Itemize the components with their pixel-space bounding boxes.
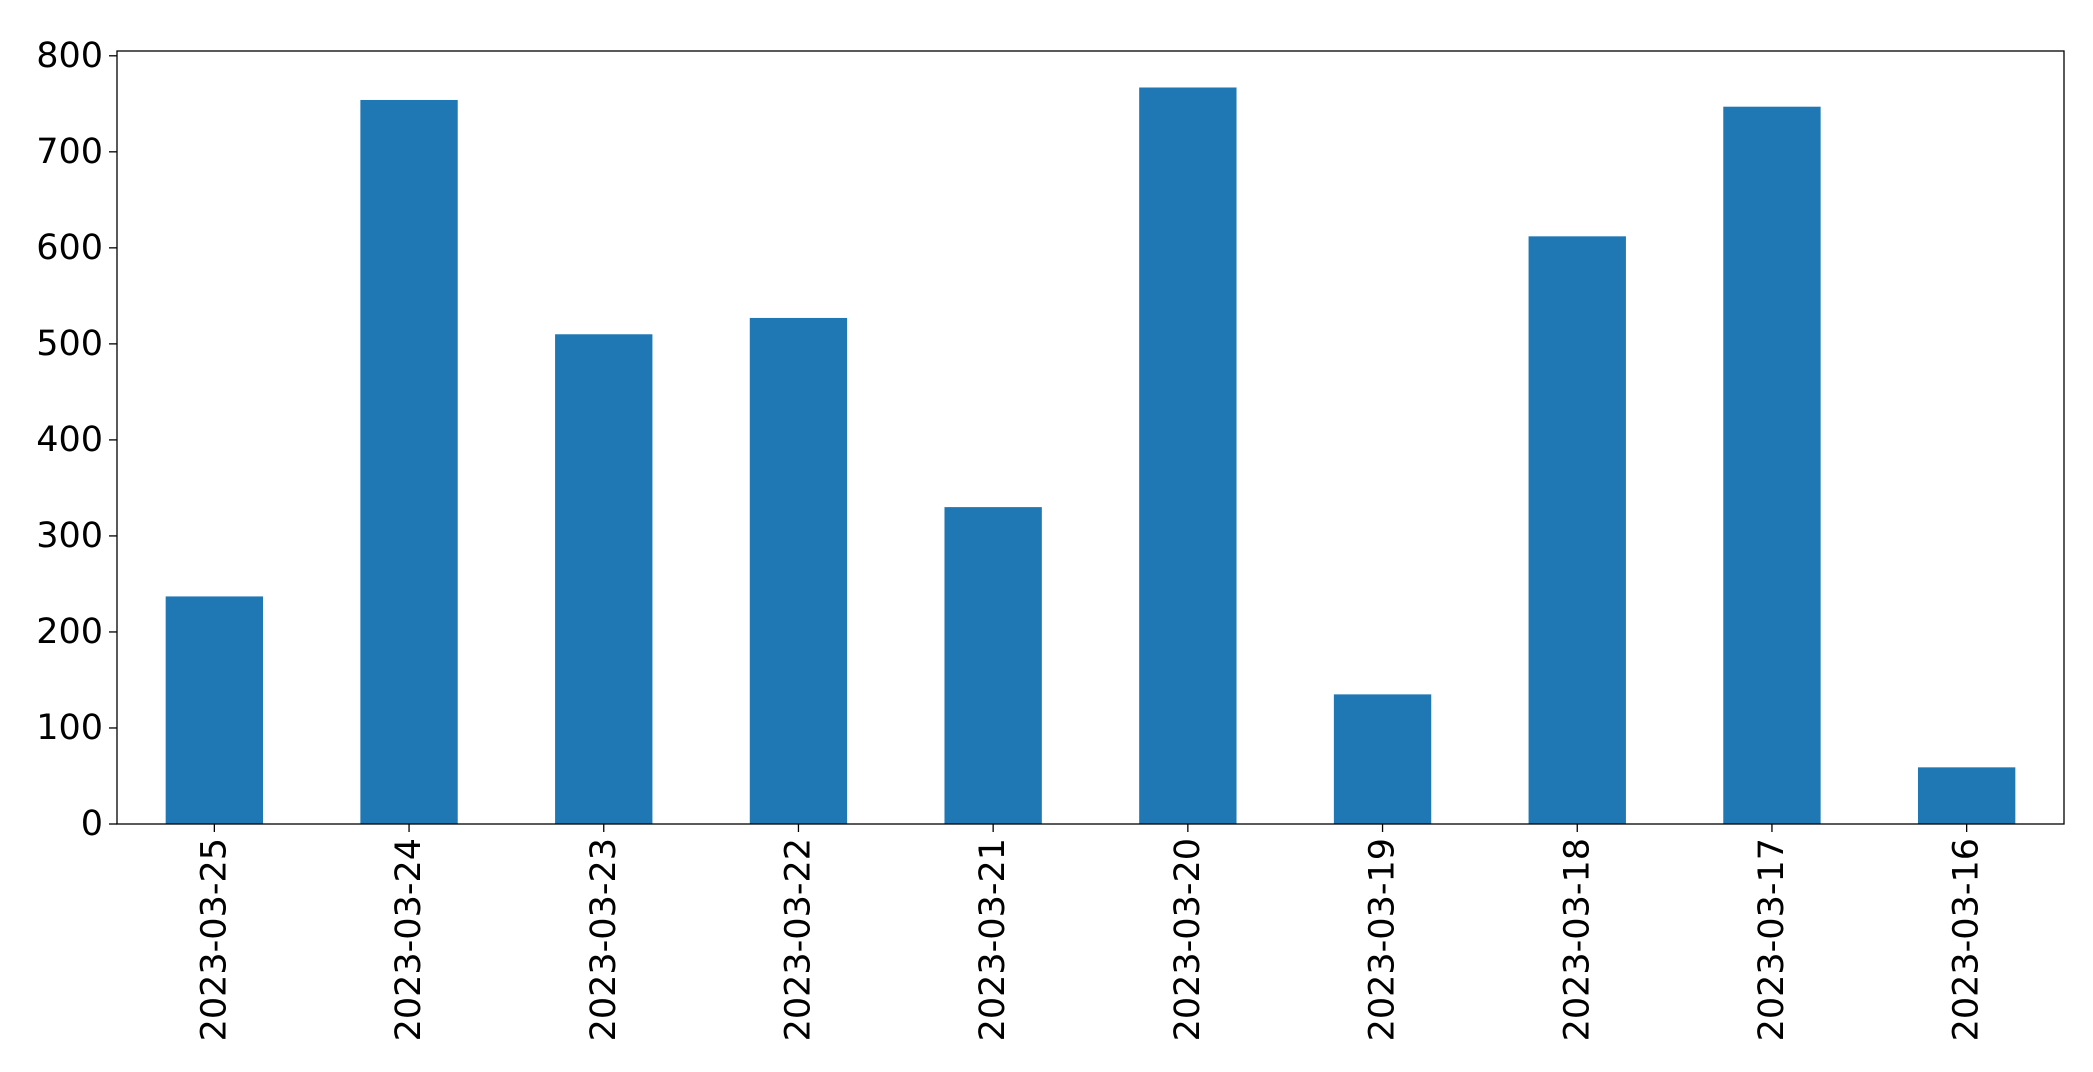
x-tick-label: 2023-03-25 (194, 838, 234, 1041)
bar (1333, 694, 1432, 824)
y-tick-label: 600 (36, 228, 103, 268)
x-tick-label: 2023-03-17 (1752, 838, 1792, 1041)
y-tick-label: 700 (36, 132, 103, 172)
y-tick-label: 800 (36, 36, 103, 76)
bar (1723, 106, 1821, 825)
bar (1528, 236, 1626, 825)
y-tick-label: 200 (36, 612, 103, 652)
bar (944, 507, 1042, 824)
bar (555, 334, 653, 824)
x-tick-label: 2023-03-20 (1168, 838, 1208, 1041)
x-tick-label: 2023-03-19 (1363, 838, 1403, 1041)
plot-frame (116, 50, 2065, 825)
bar (1139, 87, 1237, 824)
bar (165, 596, 264, 824)
x-tick-label: 2023-03-23 (584, 838, 624, 1041)
x-tick-label: 2023-03-24 (389, 838, 429, 1041)
y-tick-label: 100 (36, 708, 103, 748)
y-tick-label: 0 (81, 804, 103, 844)
x-tick-label: 2023-03-21 (973, 838, 1013, 1041)
bar (360, 99, 458, 825)
x-tick-label: 2023-03-22 (778, 838, 818, 1041)
bar (749, 317, 848, 824)
y-tick-label: 300 (36, 516, 103, 556)
x-tick-label: 2023-03-16 (1947, 838, 1987, 1041)
bar (1917, 767, 2016, 824)
y-tick-label: 400 (36, 420, 103, 460)
x-tick-label: 2023-03-18 (1557, 838, 1597, 1041)
y-tick-label: 500 (36, 324, 103, 364)
